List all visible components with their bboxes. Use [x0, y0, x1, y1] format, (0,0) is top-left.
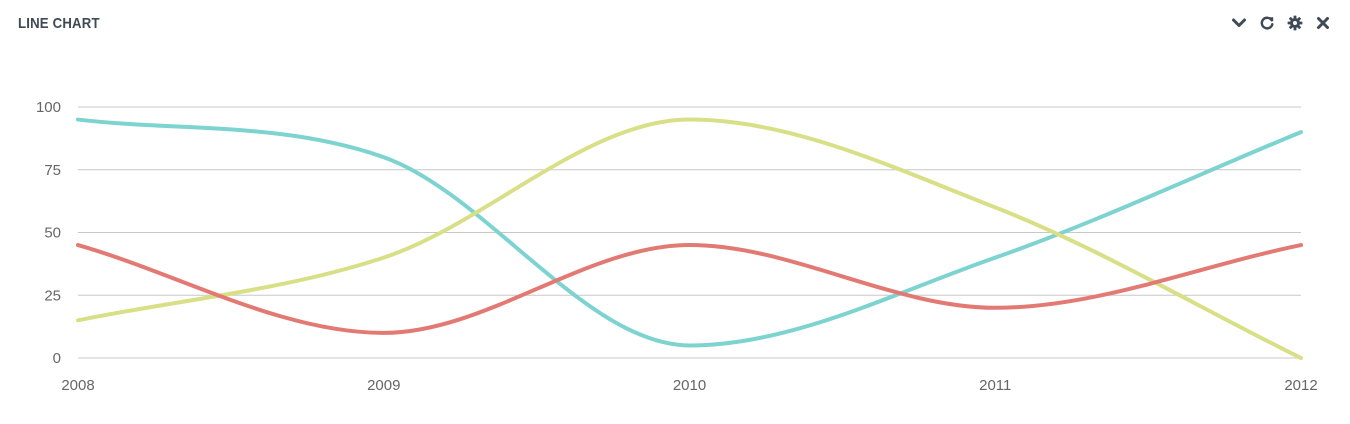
y-tick-label: 100 — [36, 99, 61, 116]
chevron-down-icon — [1232, 18, 1246, 27]
y-tick-label: 0 — [53, 350, 61, 367]
reload-icon — [1260, 16, 1274, 30]
series-line-2 — [76, 117, 1303, 360]
gear-icon — [1287, 15, 1303, 31]
line-chart: 0 25 50 75 100 2008 2009 2010 2011 2012 — [36, 99, 1318, 394]
panel-title: LINE CHART — [18, 15, 100, 32]
close-button[interactable] — [1314, 14, 1332, 32]
series-layer — [76, 117, 1303, 360]
chart-area: 0 25 50 75 100 2008 2009 2010 2011 2012 — [0, 60, 1350, 424]
series-line-1 — [76, 117, 1303, 348]
series-line-3 — [76, 243, 1303, 335]
panel-tools — [1230, 14, 1332, 32]
x-tick-label: 2012 — [1284, 377, 1317, 394]
x-tick-label: 2009 — [367, 377, 400, 394]
collapse-button[interactable] — [1230, 14, 1248, 32]
x-tick-label: 2008 — [61, 377, 94, 394]
grid-layer — [78, 106, 1301, 359]
tick-layer: 0 25 50 75 100 2008 2009 2010 2011 2012 — [36, 99, 1318, 394]
y-tick-label: 50 — [44, 225, 61, 242]
reload-button[interactable] — [1258, 14, 1276, 32]
settings-button[interactable] — [1286, 14, 1304, 32]
y-tick-label: 75 — [44, 162, 61, 179]
x-tick-label: 2011 — [979, 377, 1011, 394]
y-tick-label: 25 — [44, 287, 61, 304]
x-tick-label: 2010 — [673, 377, 706, 394]
panel-header: LINE CHART — [0, 0, 1350, 50]
close-icon — [1317, 17, 1329, 29]
